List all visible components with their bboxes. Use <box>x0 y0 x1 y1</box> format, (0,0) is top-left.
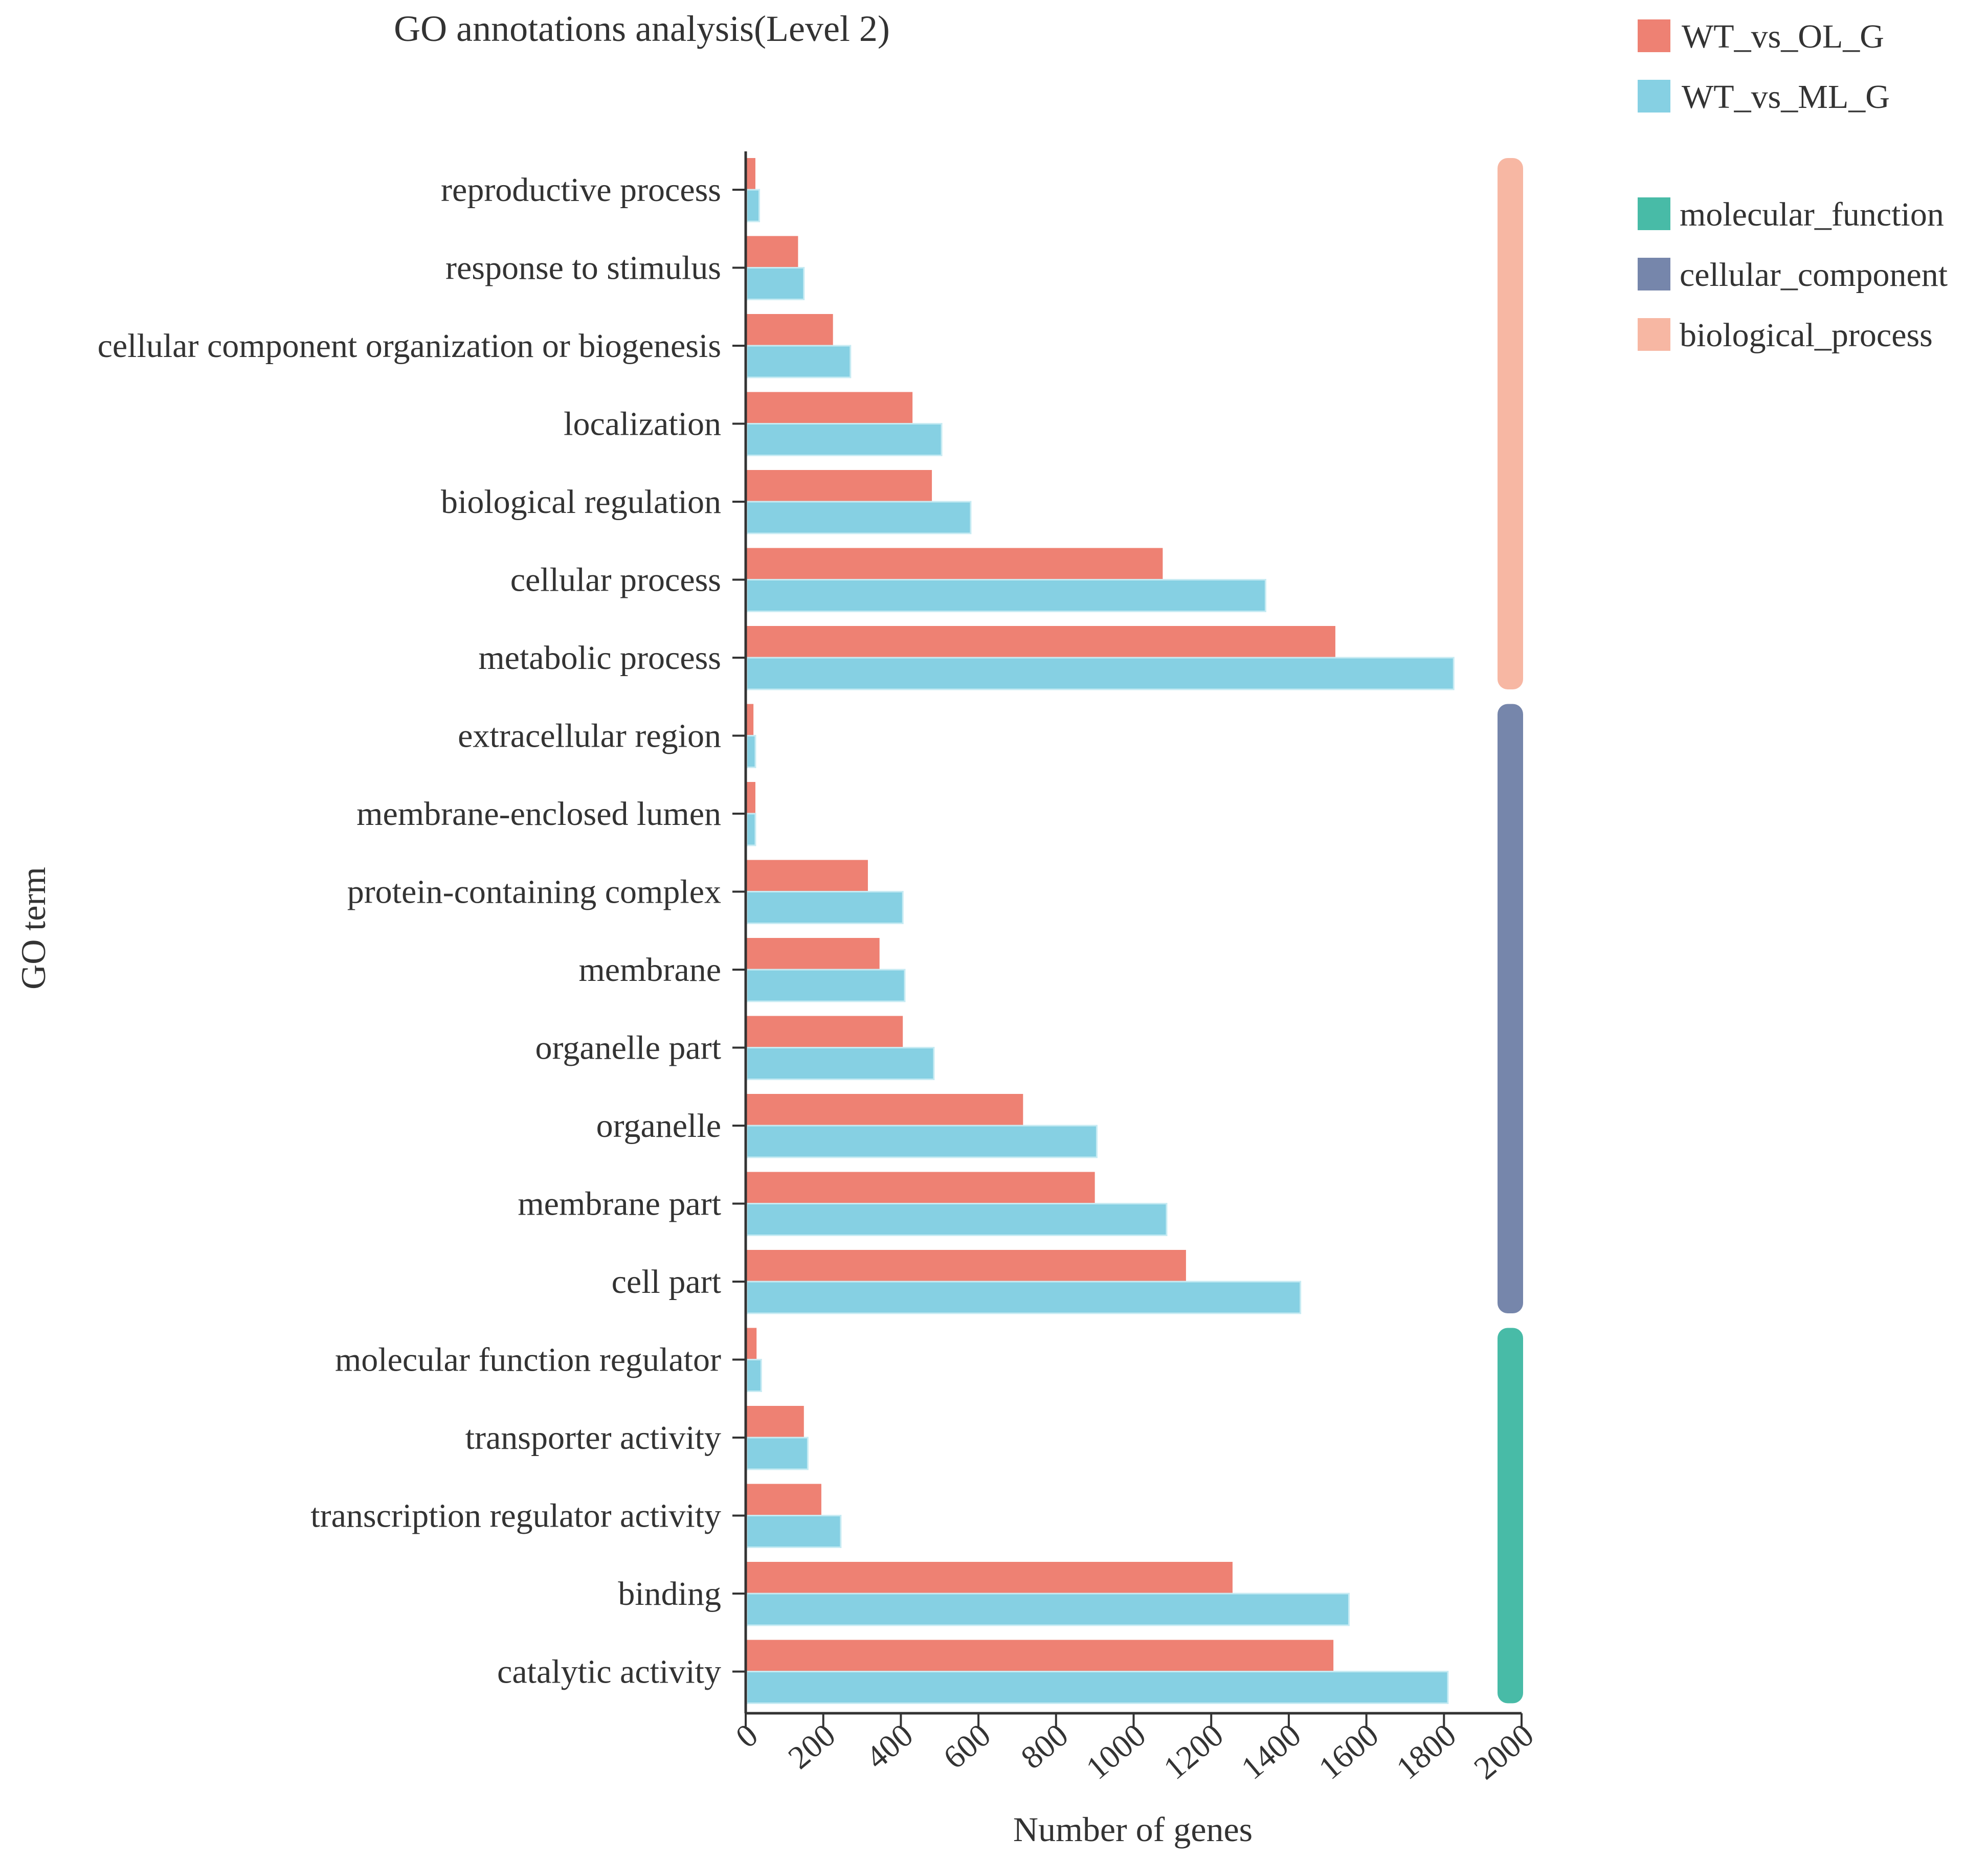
legend-swatch-wt-vs-ml-g[interactable] <box>1638 80 1670 113</box>
group-bar-biological-process <box>1498 158 1523 689</box>
legend-label-biological-process[interactable]: biological_process <box>1680 317 1933 354</box>
category-label-organelle-part: organelle part <box>535 1029 721 1067</box>
bar-wt-vs-ol-g-metabolic-process[interactable] <box>747 626 1335 658</box>
legend-label-wt-vs-ml-g[interactable]: WT_vs_ML_G <box>1682 78 1890 116</box>
bar-wt-vs-ml-g-extracellular-region[interactable] <box>746 735 756 768</box>
bar-wt-vs-ml-g-catalytic-activity[interactable] <box>746 1671 1449 1704</box>
category-label-biological-regulation: biological regulation <box>441 483 721 521</box>
category-label-cellular-component-organization-or-biogenesis: cellular component organization or bioge… <box>98 327 721 365</box>
category-label-transcription-regulator-activity: transcription regulator activity <box>310 1497 721 1535</box>
bar-wt-vs-ml-g-metabolic-process[interactable] <box>746 657 1455 690</box>
bar-wt-vs-ml-g-cellular-component-organization-or-biogenesis[interactable] <box>746 345 852 378</box>
x-tick-label-1200: 1200 <box>1157 1716 1231 1786</box>
x-tick-label-1400: 1400 <box>1234 1716 1308 1786</box>
bar-wt-vs-ml-g-organelle-part[interactable] <box>746 1047 935 1080</box>
category-label-membrane-enclosed-lumen: membrane-enclosed lumen <box>356 795 721 833</box>
legend-label-wt-vs-ol-g[interactable]: WT_vs_OL_G <box>1682 18 1884 55</box>
bar-wt-vs-ol-g-membrane[interactable] <box>747 938 880 970</box>
bar-wt-vs-ol-g-cellular-component-organization-or-biogenesis[interactable] <box>747 314 833 346</box>
bar-wt-vs-ml-g-cell-part[interactable] <box>746 1281 1302 1314</box>
legend-swatch-molecular-function[interactable] <box>1638 197 1670 230</box>
category-label-transporter-activity: transporter activity <box>465 1419 721 1457</box>
bar-wt-vs-ol-g-response-to-stimulus[interactable] <box>747 236 798 268</box>
x-tick-label-1800: 1800 <box>1390 1716 1463 1786</box>
bar-wt-vs-ml-g-response-to-stimulus[interactable] <box>746 267 805 300</box>
group-indicator-bars <box>1498 158 1523 1704</box>
category-labels: reproductive process response to stimulus… <box>98 171 721 1691</box>
bar-wt-vs-ol-g-membrane-enclosed-lumen[interactable] <box>747 782 755 814</box>
y-axis-label: GO term <box>14 867 53 990</box>
x-tick-labels: 0 200 400 600 800 1000 1200 1400 1600 1800 2000 <box>729 1716 1540 1786</box>
legend-swatch-wt-vs-ol-g[interactable] <box>1638 19 1670 52</box>
bar-wt-vs-ol-g-extracellular-region[interactable] <box>747 704 754 736</box>
x-tick-label-200: 200 <box>781 1716 842 1776</box>
bar-wt-vs-ol-g-catalytic-activity[interactable] <box>747 1640 1334 1672</box>
bar-wt-vs-ml-g-localization[interactable] <box>746 423 943 456</box>
bar-wt-vs-ml-g-transporter-activity[interactable] <box>746 1437 809 1470</box>
x-tick-label-1600: 1600 <box>1312 1716 1386 1786</box>
bar-wt-vs-ol-g-cell-part[interactable] <box>747 1250 1186 1282</box>
bar-wt-vs-ml-g-reproductive-process[interactable] <box>746 189 761 222</box>
category-label-metabolic-process: metabolic process <box>478 639 721 677</box>
category-label-organelle: organelle <box>596 1107 721 1145</box>
chart-title: GO annotations analysis(Level 2) <box>394 8 890 49</box>
category-label-cellular-process: cellular process <box>510 562 721 599</box>
bar-wt-vs-ol-g-localization[interactable] <box>747 392 913 424</box>
bar-wt-vs-ol-g-protein-containing-complex[interactable] <box>747 860 868 892</box>
bar-wt-vs-ol-g-binding[interactable] <box>747 1562 1233 1594</box>
bar-wt-vs-ol-g-organelle-part[interactable] <box>747 1016 903 1048</box>
group-bar-cellular-component <box>1498 704 1523 1313</box>
category-label-membrane-part: membrane part <box>518 1185 721 1223</box>
category-label-cell-part: cell part <box>612 1263 721 1301</box>
legend-swatch-biological-process[interactable] <box>1638 318 1670 351</box>
legend-label-cellular-component[interactable]: cellular_component <box>1680 256 1948 294</box>
category-label-binding: binding <box>618 1575 721 1612</box>
x-tick-label-1000: 1000 <box>1079 1716 1153 1786</box>
bar-wt-vs-ol-g-molecular-function-regulator[interactable] <box>747 1328 757 1360</box>
bar-wt-vs-ml-g-transcription-regulator-activity[interactable] <box>746 1515 842 1548</box>
category-label-response-to-stimulus: response to stimulus <box>445 250 721 287</box>
bar-wt-vs-ml-g-biological-regulation[interactable] <box>746 501 972 534</box>
legend-label-molecular-function[interactable]: molecular_function <box>1680 196 1944 233</box>
bar-wt-vs-ml-g-molecular-function-regulator[interactable] <box>746 1359 762 1392</box>
bar-wt-vs-ol-g-biological-regulation[interactable] <box>747 470 932 502</box>
legend[interactable]: WT_vs_OL_G WT_vs_ML_G molecular_functionce… <box>1638 18 1948 354</box>
legend-swatch-cellular-component[interactable] <box>1638 258 1670 290</box>
bar-wt-vs-ol-g-transcription-regulator-activity[interactable] <box>747 1484 821 1516</box>
bar-wt-vs-ol-g-membrane-part[interactable] <box>747 1172 1095 1204</box>
bar-wt-vs-ol-g-organelle[interactable] <box>747 1094 1023 1126</box>
bar-wt-vs-ml-g-organelle[interactable] <box>746 1125 1098 1158</box>
x-axis-label: Number of genes <box>1013 1810 1253 1849</box>
x-tick-label-2000: 2000 <box>1467 1716 1540 1786</box>
category-label-molecular-function-regulator: molecular function regulator <box>335 1341 721 1379</box>
bar-wt-vs-ml-g-binding[interactable] <box>746 1593 1350 1626</box>
bar-wt-vs-ml-g-cellular-process[interactable] <box>746 579 1266 612</box>
x-tick-label-800: 800 <box>1014 1716 1075 1776</box>
bar-wt-vs-ol-g-cellular-process[interactable] <box>747 548 1163 580</box>
category-label-extracellular-region: extracellular region <box>458 718 721 755</box>
x-tick-label-400: 400 <box>859 1716 920 1776</box>
bar-wt-vs-ml-g-membrane-part[interactable] <box>746 1203 1168 1236</box>
bars-layer <box>746 158 1455 1704</box>
category-label-localization: localization <box>564 406 721 443</box>
axes-layer <box>732 151 1523 1727</box>
category-label-reproductive-process: reproductive process <box>441 171 721 209</box>
category-label-membrane: membrane <box>578 951 721 989</box>
category-label-protein-containing-complex: protein-containing complex <box>347 873 721 911</box>
bar-wt-vs-ml-g-membrane-enclosed-lumen[interactable] <box>746 813 756 846</box>
category-label-catalytic-activity: catalytic activity <box>497 1653 721 1691</box>
bar-wt-vs-ol-g-transporter-activity[interactable] <box>747 1406 804 1438</box>
bar-wt-vs-ml-g-membrane[interactable] <box>746 969 906 1002</box>
bar-wt-vs-ml-g-protein-containing-complex[interactable] <box>746 891 904 924</box>
x-tick-label-600: 600 <box>936 1716 997 1776</box>
bar-wt-vs-ol-g-reproductive-process[interactable] <box>747 158 755 190</box>
group-bar-molecular-function <box>1498 1328 1523 1704</box>
